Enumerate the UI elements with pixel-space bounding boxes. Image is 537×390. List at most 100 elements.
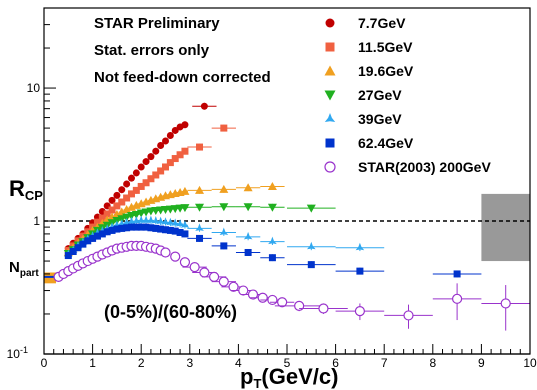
npart-label-sub: part: [20, 268, 40, 279]
x-tick-label: 2: [138, 356, 145, 370]
data-point: [267, 181, 277, 190]
data-point: [123, 194, 131, 202]
data-point: [64, 252, 72, 260]
data-point: [189, 262, 200, 273]
data-point: [123, 224, 131, 232]
systematic-band: [481, 193, 530, 262]
data-point: [171, 227, 179, 235]
data-point: [166, 159, 174, 167]
data-point: [147, 175, 155, 183]
data-point: [98, 214, 106, 222]
data-point: [113, 225, 121, 233]
data-point: [500, 298, 511, 309]
data-point: [195, 223, 204, 231]
data-point: [355, 242, 365, 251]
data-point: [103, 228, 111, 236]
x-tick-label: 6: [332, 356, 339, 370]
data-point: [142, 179, 150, 187]
x-axis-title: pT(GeV/c): [240, 364, 338, 390]
data-point: [84, 237, 92, 245]
data-point: [93, 232, 101, 240]
data-point: [200, 102, 208, 110]
legend-label-7-7gev: 7.7GeV: [358, 15, 406, 31]
data-point: [137, 182, 145, 190]
legend-marker-62-4gev: [325, 138, 335, 148]
data-point: [209, 271, 220, 283]
data-point: [79, 240, 87, 248]
data-point: [118, 198, 126, 206]
y-axis-title-main: R: [9, 176, 25, 201]
annotation-feed-down: Not feed-down corrected: [94, 69, 271, 86]
data-point: [238, 285, 249, 296]
data-point: [170, 251, 181, 262]
data-point: [166, 131, 174, 139]
data-point: [123, 180, 131, 188]
data-point: [195, 185, 205, 194]
data-point: [243, 183, 253, 192]
npart-label-main: N: [9, 259, 20, 276]
data-point: [267, 203, 277, 212]
data-point: [122, 205, 132, 214]
data-point: [181, 147, 189, 155]
data-point: [180, 220, 190, 228]
data-point: [160, 247, 171, 258]
data-point: [69, 247, 77, 255]
data-point: [180, 204, 190, 213]
legend-label-62-4gev: 62.4GeV: [358, 135, 414, 151]
data-point: [220, 242, 228, 250]
x-tick-label: 1: [89, 356, 96, 370]
data-point: [277, 297, 288, 308]
data-point: [132, 186, 140, 194]
data-point: [267, 294, 278, 306]
y-axis-title-sub: CP: [25, 188, 43, 203]
legend: 7.7GeV 11.5GeV 19.6GeV 27GeV 39GeV 62.4GeV STA…: [324, 15, 491, 175]
data-point: [147, 224, 155, 232]
legend-label-19-6gev: 19.6GeV: [358, 63, 414, 79]
data-point: [117, 207, 127, 216]
data-point: [268, 236, 277, 245]
x-tick-label: 4: [235, 356, 242, 370]
data-point: [196, 143, 204, 151]
data-point: [118, 186, 126, 194]
legend-marker-19-6gev: [324, 65, 336, 76]
data-point: [243, 203, 253, 212]
y-axis-title: RCP: [9, 176, 43, 203]
data-point: [219, 227, 229, 235]
annotation-stat-errors: Stat. errors only: [94, 42, 210, 59]
data-point: [113, 191, 121, 199]
x-tick-label: 10: [523, 356, 537, 370]
data-point: [162, 137, 169, 145]
x-axis-title-unit: (GeV/c): [261, 364, 338, 389]
legend-marker-39gev: [324, 113, 336, 122]
data-point: [162, 226, 169, 234]
data-point: [113, 202, 121, 210]
data-point: [166, 226, 174, 234]
data-point: [228, 281, 239, 292]
systematic-error-box: [481, 193, 530, 262]
data-point: [137, 163, 145, 171]
data-point: [176, 228, 184, 236]
data-point: [108, 226, 116, 234]
npart-label: Npart: [9, 259, 39, 279]
data-point: [257, 292, 268, 303]
data-point: [196, 234, 204, 242]
y-tick-label: 10: [27, 81, 41, 95]
data-point: [181, 121, 189, 129]
data-point: [171, 126, 179, 134]
data-point: [147, 153, 155, 161]
data-point: [180, 186, 190, 195]
data-point: [175, 219, 185, 227]
x-tick-label: 0: [41, 356, 48, 370]
data-point: [108, 196, 116, 204]
x-tick-label: 8: [429, 356, 436, 370]
data-point: [306, 204, 316, 213]
data-point: [98, 230, 106, 238]
legend-label-11-5gev: 11.5GeV: [358, 39, 413, 55]
legend-label-27gev: 27GeV: [358, 87, 402, 103]
data-point: [89, 234, 97, 242]
data-point: [118, 224, 126, 232]
npart-band-fill: [44, 272, 56, 284]
data-point: [152, 224, 160, 232]
data-point: [137, 223, 145, 231]
